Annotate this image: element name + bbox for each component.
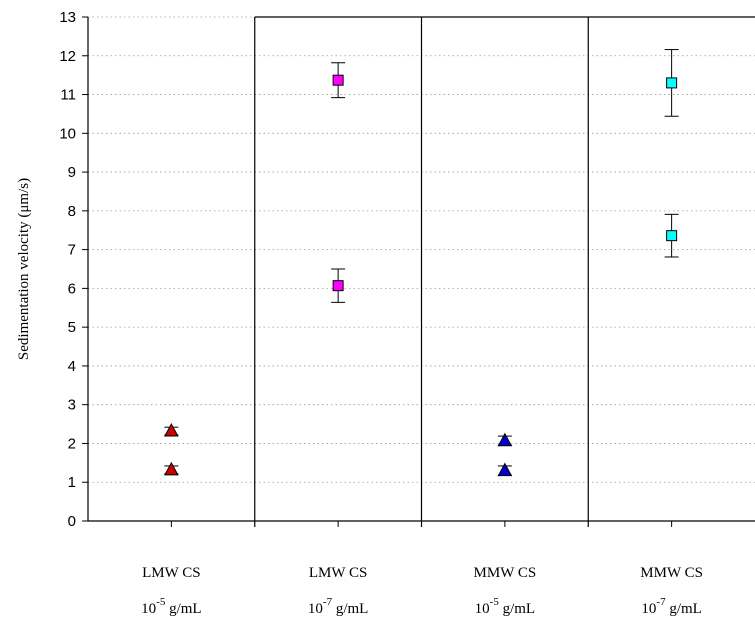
data-points bbox=[164, 49, 679, 477]
y-axis-title: Sedimentation velocity (μm/s) bbox=[16, 178, 32, 360]
y-tick-label: 12 bbox=[59, 48, 76, 65]
concentration-unit: g/mL bbox=[499, 601, 535, 617]
concentration-exponent: -7 bbox=[656, 596, 666, 608]
concentration-exponent: -5 bbox=[490, 596, 500, 608]
axes bbox=[82, 16, 755, 527]
category-name-label: LMW CS bbox=[309, 565, 367, 581]
data-point-triangle bbox=[497, 432, 513, 447]
concentration-exponent: -7 bbox=[323, 596, 333, 608]
data-point-triangle bbox=[164, 461, 179, 476]
y-tick-label: 3 bbox=[68, 397, 76, 414]
y-tick-label: 5 bbox=[68, 319, 76, 336]
data-point-triangle bbox=[164, 423, 179, 437]
category-name-label: MMW CS bbox=[474, 565, 537, 581]
data-point-triangle bbox=[497, 462, 513, 477]
y-tick-label: 7 bbox=[68, 242, 76, 259]
concentration-unit: g/mL bbox=[332, 601, 368, 617]
data-point-square bbox=[332, 280, 344, 292]
y-tick-label: 1 bbox=[68, 474, 76, 491]
y-tick-label: 11 bbox=[60, 87, 76, 104]
y-tick-label: 0 bbox=[68, 513, 76, 530]
y-tick-label: 6 bbox=[68, 280, 76, 297]
category-name-label: MMW CS bbox=[640, 565, 703, 581]
concentration-base: 10 bbox=[141, 601, 156, 617]
concentration-base: 10 bbox=[308, 601, 323, 617]
category-concentration-label: 10-7 g/mL bbox=[641, 596, 701, 617]
data-point-square bbox=[332, 74, 344, 86]
concentration-base: 10 bbox=[475, 601, 490, 617]
y-tick-label: 10 bbox=[59, 125, 76, 142]
y-tick-label: 9 bbox=[68, 164, 76, 181]
group-dividers bbox=[254, 16, 755, 527]
y-tick-label: 13 bbox=[59, 9, 76, 26]
concentration-base: 10 bbox=[641, 601, 656, 617]
data-point-square bbox=[666, 77, 678, 89]
concentration-unit: g/mL bbox=[165, 601, 201, 617]
category-concentration-label: 10-7 g/mL bbox=[308, 596, 368, 617]
y-tick-label: 8 bbox=[68, 203, 76, 220]
category-concentration-label: 10-5 g/mL bbox=[141, 596, 201, 617]
concentration-exponent: -5 bbox=[156, 596, 166, 608]
category-concentration-label: 10-5 g/mL bbox=[475, 596, 535, 617]
category-name-label: LMW CS bbox=[142, 565, 200, 581]
data-point-square bbox=[666, 230, 678, 242]
concentration-unit: g/mL bbox=[666, 601, 702, 617]
y-tick-label: 2 bbox=[68, 435, 76, 452]
y-tick-label: 4 bbox=[68, 358, 76, 375]
